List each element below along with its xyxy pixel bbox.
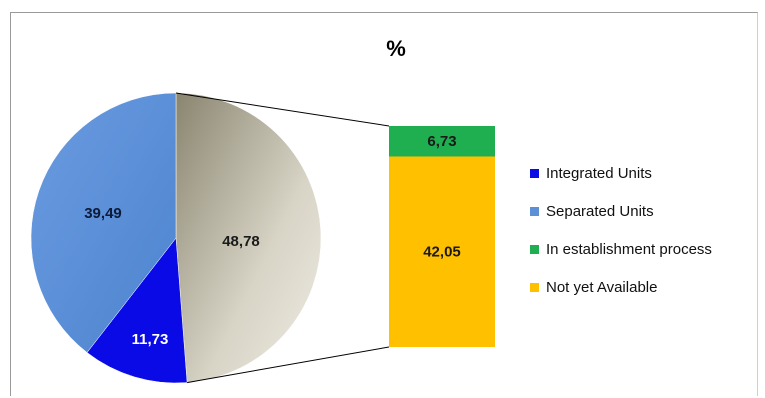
pie-label-integrated-units: 11,73 [132, 331, 169, 348]
pie-label-separated-units: 39,49 [84, 205, 122, 222]
pie-label-other: 48,78 [222, 233, 260, 250]
legend-label: Separated Units [546, 203, 654, 220]
bar-segment-in-establishment [389, 126, 495, 157]
legend-item-separated-units: Separated Units [530, 203, 654, 220]
pie-slice-other [175, 92, 322, 383]
legend-item-in-establishment: In establishment process [530, 241, 712, 258]
legend-label: Integrated Units [546, 165, 652, 182]
legend: Integrated Units Separated Units In establ… [530, 165, 712, 296]
legend-label: In establishment process [546, 241, 712, 258]
legend-swatch [530, 207, 539, 216]
stacked-bar: 6,73 42,05 [389, 126, 495, 347]
connector-lines [175, 92, 390, 384]
chart-title: % [386, 36, 406, 61]
pie-slice-separated-units [30, 92, 177, 353]
bar-label-in-establishment: 6,73 [427, 133, 456, 150]
legend-swatch [530, 245, 539, 254]
pie: 11,73 39,49 48,78 [30, 92, 322, 384]
legend-swatch [530, 169, 539, 178]
chart-frame [10, 12, 758, 396]
connector-line-bottom [187, 346, 390, 384]
legend-item-not-yet-available: Not yet Available [530, 279, 657, 296]
connector-line-top [175, 92, 390, 127]
legend-label: Not yet Available [546, 279, 657, 296]
legend-item-integrated-units: Integrated Units [530, 165, 652, 182]
pie-slice-integrated-units [86, 237, 188, 384]
bar-segment-not-yet-available [389, 156, 495, 347]
legend-swatch [530, 283, 539, 292]
bar-label-not-yet-available: 42,05 [423, 244, 461, 261]
